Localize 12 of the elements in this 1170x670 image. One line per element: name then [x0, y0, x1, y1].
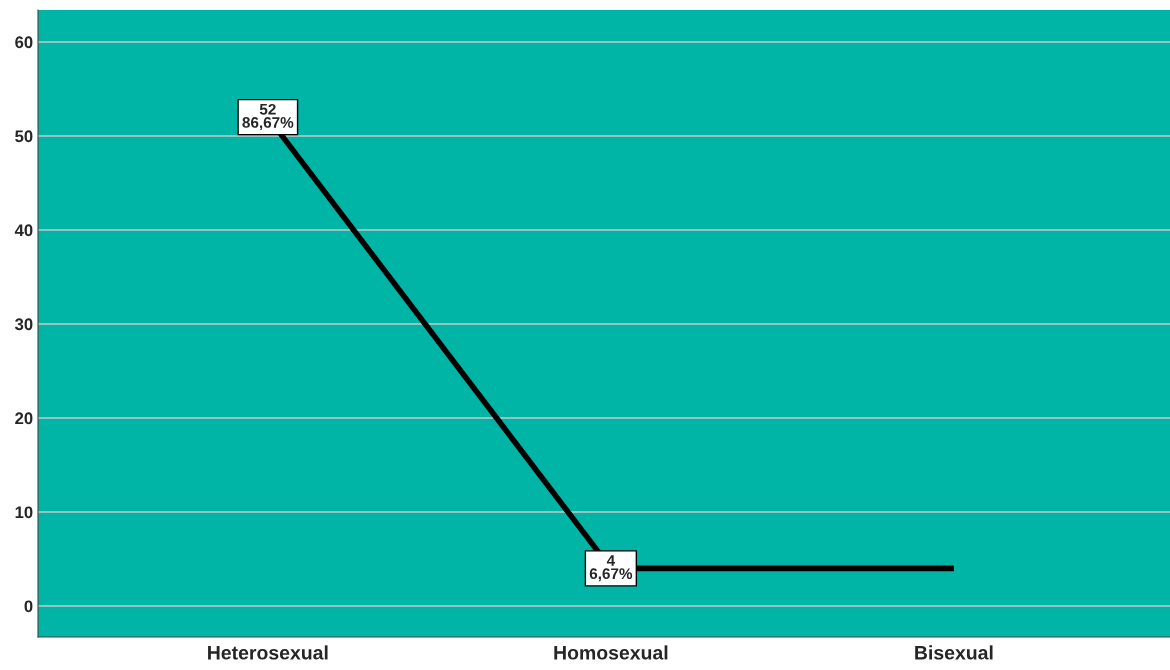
- y-tick-label: 10: [15, 506, 33, 519]
- y-tick-label: 60: [15, 36, 33, 49]
- y-tick-label: 40: [14, 224, 33, 237]
- y-tick-label: 0: [24, 600, 33, 613]
- y-tick-label: 20: [15, 412, 33, 425]
- y-tick-label: 30: [14, 318, 33, 331]
- data-label: 4 6,67%: [589, 555, 633, 582]
- x-tick-label: Bisexual: [915, 645, 993, 660]
- x-tick-label: Homosexual: [554, 645, 668, 660]
- data-label: 52 86,67%: [242, 103, 294, 131]
- y-tick-label: 50: [15, 130, 33, 143]
- x-tick-label: Heterosexual: [208, 645, 328, 660]
